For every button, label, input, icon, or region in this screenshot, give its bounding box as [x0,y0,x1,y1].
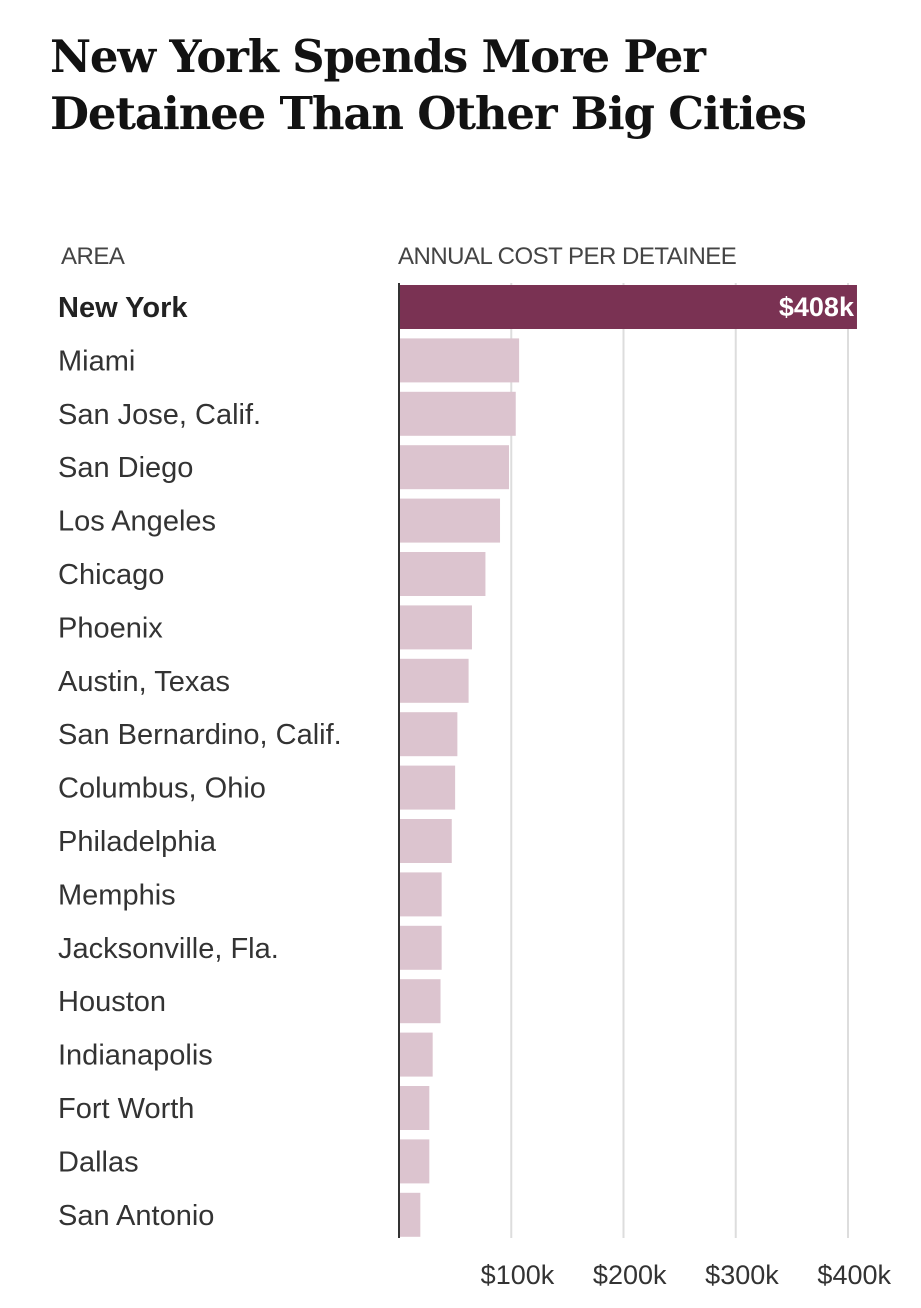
row-label: San Bernardino, Calif. [58,719,342,751]
bar [399,1192,421,1237]
chart-title: New York Spends More Per Detainee Than O… [50,30,807,140]
data-label: $408k [779,292,855,322]
row-label: Indianapolis [58,1040,213,1072]
row-label: Austin, Texas [58,666,230,698]
x-tick-label: $300k [705,1260,779,1290]
x-tick-label: $400k [817,1260,891,1290]
row-label: San Jose, Calif. [58,399,261,431]
row-label: Fort Worth [58,1093,194,1125]
row-label: Houston [58,986,166,1018]
row-label: New York [58,292,188,324]
row-label: San Antonio [58,1200,214,1232]
row-label: Philadelphia [58,826,217,858]
bar [399,498,501,543]
row-label: Jacksonville, Fla. [58,933,279,965]
bar [399,712,458,757]
row-label: Dallas [58,1146,139,1178]
row-label: Chicago [58,559,164,591]
bar [399,925,442,970]
row-label: Los Angeles [58,506,216,538]
bar [399,552,486,596]
bar [399,658,469,703]
bar [399,819,452,863]
bar [399,391,516,436]
x-tick-label: $200k [593,1260,667,1290]
row-label: San Diego [58,452,193,484]
bar [399,1086,430,1130]
bar [399,605,472,650]
bar [399,872,442,917]
bar-highlight [399,285,857,329]
bar [399,979,441,1024]
bar [399,1139,430,1184]
row-label: Miami [58,345,135,377]
bar [399,1032,433,1077]
area-column-header: AREA [61,243,125,270]
bar [399,338,520,383]
bar [399,445,510,490]
bar [399,765,456,810]
row-label: Phoenix [58,612,163,644]
row-label: Columbus, Ohio [58,773,266,805]
cost-column-header: ANNUAL COST PER DETAINEE [398,243,737,270]
row-label: Memphis [58,879,176,911]
x-tick-label: $100k [481,1260,555,1290]
